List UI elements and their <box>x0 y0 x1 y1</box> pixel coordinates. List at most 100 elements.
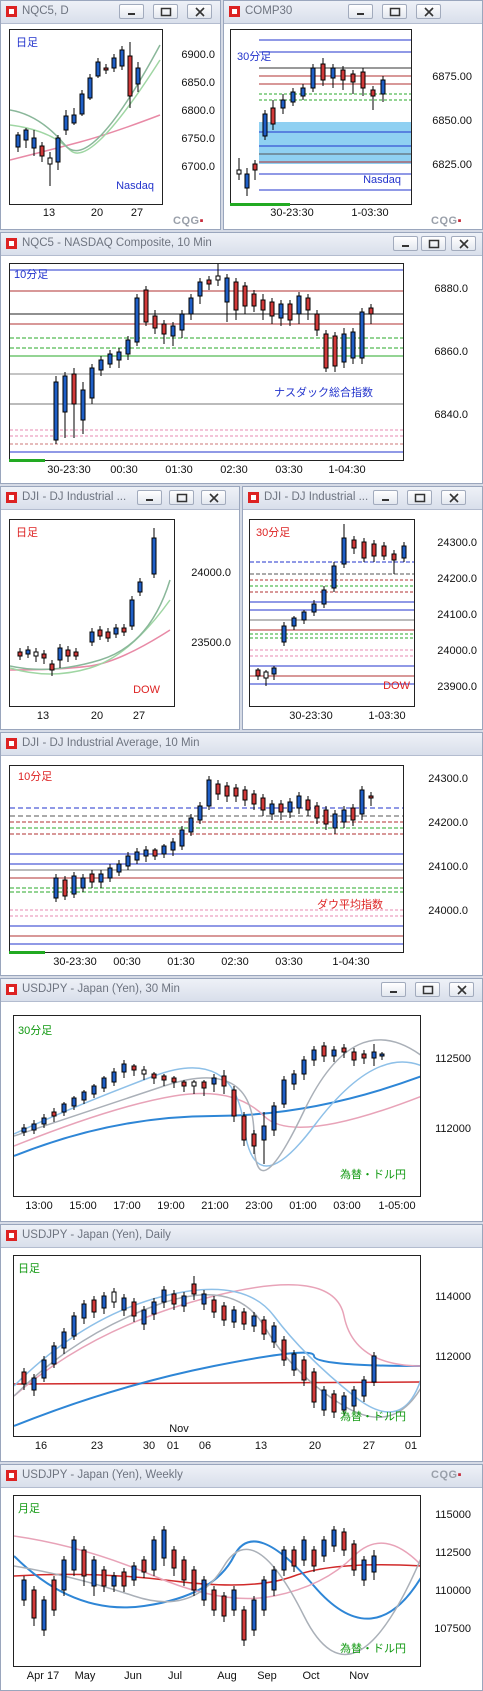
plot-area[interactable]: 10分足 ダウ平均指数 <box>9 765 404 953</box>
price-chart <box>14 1039 420 1172</box>
window-titlebar[interactable]: NQC5 - NASDAQ Composite, 10 Min <box>1 233 482 256</box>
x-tick: Jun <box>124 1670 142 1682</box>
y-tick: 112000 <box>435 1351 471 1363</box>
x-tick: 00:30 <box>113 956 141 968</box>
x-tick: Nov <box>349 1670 369 1682</box>
window-titlebar[interactable]: DJI - DJ Industrial Average, 10 Min <box>1 733 482 756</box>
window-titlebar[interactable]: NQC5, D <box>1 1 220 24</box>
window-titlebar[interactable]: USDJPY - Japan (Yen), Weekly <box>1 1465 482 1488</box>
y-axis: 114000 112000 <box>421 1255 471 1437</box>
close-button[interactable] <box>441 490 466 505</box>
maximize-button[interactable] <box>415 982 440 997</box>
minimize-button[interactable] <box>393 236 418 251</box>
x-tick: 06 <box>198 1440 212 1452</box>
maximize-icon <box>176 493 188 503</box>
y-tick: 6850.00 <box>432 115 472 127</box>
x-tick: 02:30 <box>221 956 249 968</box>
window-title: DJI - DJ Industrial Average, 10 Min <box>22 737 200 749</box>
x-tick: 20 <box>308 1440 322 1452</box>
window-titlebar[interactable]: USDJPY - Japan (Yen), Daily <box>1 1225 482 1248</box>
minimize-button[interactable] <box>119 4 144 19</box>
maximize-button[interactable] <box>407 490 432 505</box>
minimize-button[interactable] <box>381 982 406 997</box>
y-tick: 24000.0 <box>191 567 231 579</box>
x-tick: 30-23:30 <box>289 710 333 722</box>
period-label: 日足 <box>16 37 38 49</box>
minimize-button[interactable] <box>137 490 162 505</box>
minimize-button[interactable] <box>348 4 373 19</box>
close-icon <box>195 7 205 17</box>
session-bar <box>9 951 45 954</box>
chart-window-dji-10min[interactable]: DJI - DJ Industrial Average, 10 Min <box>0 732 483 976</box>
maximize-button[interactable] <box>421 236 446 251</box>
plot-area[interactable]: 日足 Nasdaq <box>9 29 163 205</box>
plot-area[interactable]: 30分足 DOW <box>249 519 415 707</box>
x-tick: 13 <box>254 1440 268 1452</box>
y-tick: 115000 <box>435 1509 471 1521</box>
x-tick: 27 <box>362 1440 376 1452</box>
close-button[interactable] <box>449 982 474 997</box>
close-button[interactable] <box>416 4 441 19</box>
window-titlebar[interactable]: DJI - DJ Industrial ... <box>243 487 482 510</box>
y-tick: 6850.0 <box>181 77 215 89</box>
minimize-button[interactable] <box>373 490 398 505</box>
x-tick: Apr 17 <box>26 1670 60 1682</box>
x-tick: 20 <box>90 710 104 722</box>
x-tick: 13 <box>42 207 56 219</box>
y-tick: 24200.0 <box>437 573 477 585</box>
plot-area[interactable]: 30分足 Nasdaq <box>230 29 412 205</box>
window-titlebar[interactable]: COMP30 <box>224 1 482 24</box>
chart-window-usdjpy-daily[interactable]: USDJPY - Japan (Yen), Daily <box>0 1224 483 1462</box>
chart-window-usdjpy-weekly[interactable]: USDJPY - Japan (Yen), Weekly <box>0 1464 483 1691</box>
plot-area[interactable]: 30分足 為替・ドル円 <box>13 1015 421 1197</box>
index-label: Nasdaq <box>363 174 401 186</box>
chart-window-comp30[interactable]: COMP30 <box>223 0 483 230</box>
close-button[interactable] <box>201 490 226 505</box>
chart-window-usdjpy-30min[interactable]: USDJPY - Japan (Yen), 30 Min <box>0 978 483 1222</box>
plot-area[interactable]: 日足 DOW <box>9 519 175 707</box>
close-icon <box>457 985 467 995</box>
x-tick: 1-03:30 <box>368 710 406 722</box>
y-tick: 6840.0 <box>434 409 468 421</box>
x-tick: 00:30 <box>110 464 138 476</box>
plot-area[interactable]: 月足 為替・ドル円 <box>13 1495 421 1667</box>
x-axis: 16 23 30 01 06 13 20 27 01 <box>13 1439 421 1455</box>
minimize-icon <box>390 991 397 993</box>
x-tick: 02:30 <box>220 464 248 476</box>
maximize-button[interactable] <box>169 490 194 505</box>
maximize-button[interactable] <box>382 4 407 19</box>
chart-window-dji-30min[interactable]: DJI - DJ Industrial ... <box>242 486 483 730</box>
chart-window-nasdaq-10min[interactable]: NQC5 - NASDAQ Composite, 10 Min <box>0 232 483 484</box>
period-label: 30分足 <box>237 51 272 63</box>
price-chart <box>250 524 414 686</box>
maximize-icon <box>422 985 434 995</box>
cqg-logo: CQG▪ <box>431 1469 462 1481</box>
y-tick: 23900.0 <box>437 681 477 693</box>
maximize-button[interactable] <box>153 4 178 19</box>
chart-window-dji-daily[interactable]: DJI - DJ Industrial ... <box>0 486 240 730</box>
plot-area[interactable]: 10分足 ナスダック総合指数 <box>9 263 404 461</box>
x-axis: 13:00 15:00 17:00 19:00 21:00 23:00 01:0… <box>13 1199 421 1215</box>
session-bar <box>230 203 290 206</box>
y-axis: 24300.0 24200.0 24100.0 24000.0 23900.0 <box>415 519 477 707</box>
window-titlebar[interactable]: USDJPY - Japan (Yen), 30 Min <box>1 979 482 1002</box>
x-tick: Sep <box>257 1670 277 1682</box>
y-tick: 6900.0 <box>181 49 215 61</box>
y-axis: 6875.00 6850.00 6825.00 <box>412 29 472 205</box>
close-button[interactable] <box>451 236 476 251</box>
index-label: 為替・ドル円 <box>340 1411 406 1423</box>
x-tick: 13:00 <box>25 1200 53 1212</box>
close-button[interactable] <box>187 4 212 19</box>
window-title: NQC5 - NASDAQ Composite, 10 Min <box>22 237 212 249</box>
minimize-icon <box>128 13 135 15</box>
chart-window-icon <box>229 6 240 17</box>
y-tick: 6800.0 <box>181 105 215 117</box>
minimize-icon <box>357 13 364 15</box>
x-tick: 16 <box>34 1440 48 1452</box>
period-label: 30分足 <box>256 527 291 539</box>
chart-window-nqc5-daily[interactable]: NQC5, D <box>0 0 221 230</box>
window-titlebar[interactable]: DJI - DJ Industrial ... <box>1 487 239 510</box>
minimize-icon <box>382 499 389 501</box>
plot-area[interactable]: 日足 為替・ドル円 <box>13 1255 421 1437</box>
chart-window-icon <box>6 492 17 503</box>
